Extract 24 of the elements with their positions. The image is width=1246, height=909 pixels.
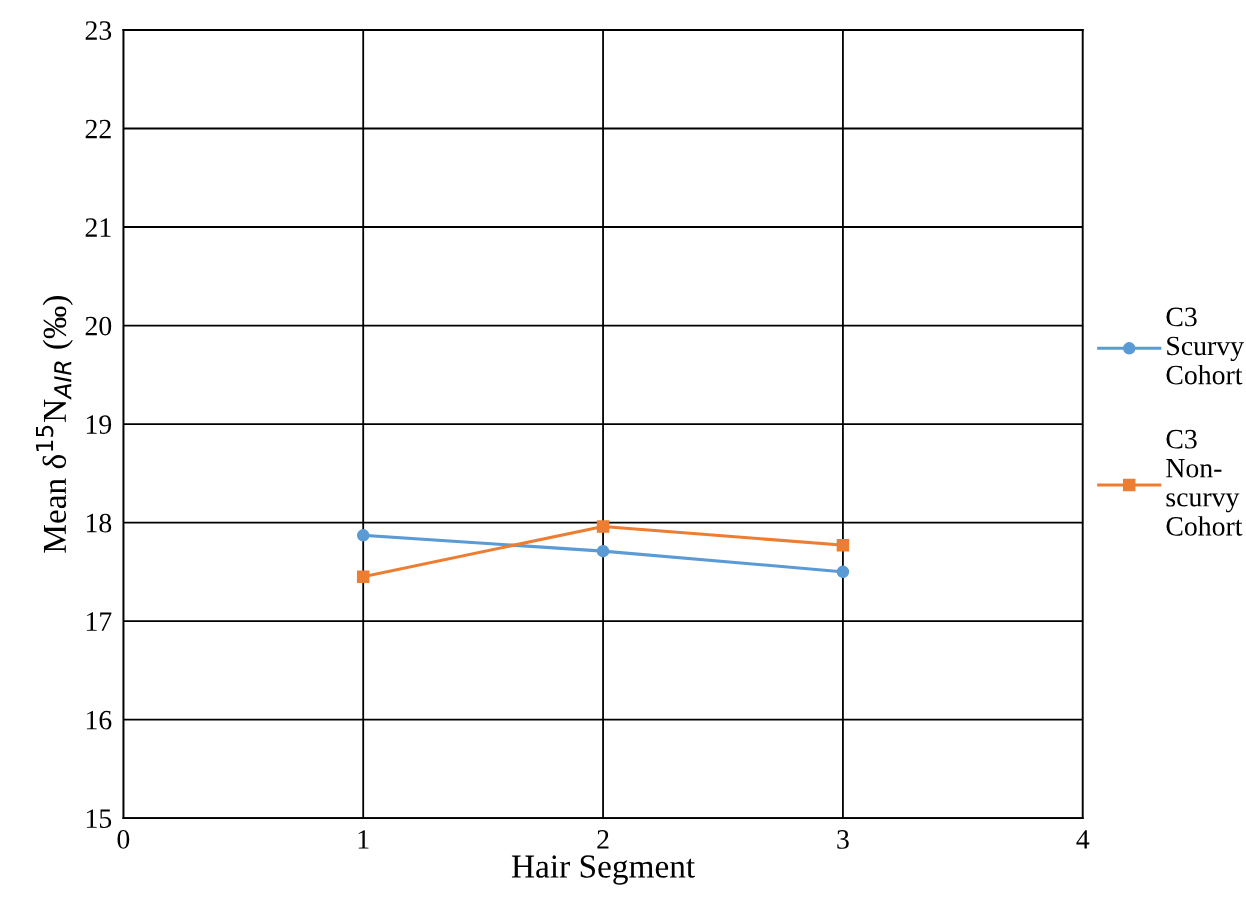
x-tick-label: 2 <box>597 830 609 849</box>
y-tick-label: 17 <box>86 612 112 631</box>
x-tick-label: 0 <box>117 830 130 849</box>
y-tick-label: 16 <box>86 710 112 730</box>
x-tick-label: 4 <box>1076 830 1090 849</box>
y-tick-label: 20 <box>85 316 112 336</box>
y-axis-title: Mean δ$^{15}$N$_{AIR}$ (‰) <box>36 296 73 553</box>
x-tick-label: 3 <box>837 830 849 849</box>
y-tick-label: 18 <box>86 513 112 533</box>
y-tick-label: 23 <box>85 21 112 40</box>
point <box>356 529 370 542</box>
point <box>356 570 370 583</box>
legend-label: C3 Scurvy Cohort <box>1166 307 1244 385</box>
point <box>596 544 610 558</box>
y-tick-label: 21 <box>85 218 111 237</box>
x-axis-title: Hair Segment <box>511 855 695 885</box>
point <box>596 520 610 533</box>
x-tick-label: 1 <box>358 830 369 849</box>
y-tick-label: 22 <box>85 119 111 139</box>
point <box>836 538 850 552</box>
y-tick-label: 19 <box>86 415 112 434</box>
legend-label: C3 Non-scurvy Cohort <box>1166 429 1243 536</box>
y-tick-label: 15 <box>86 809 112 829</box>
point <box>836 565 850 579</box>
